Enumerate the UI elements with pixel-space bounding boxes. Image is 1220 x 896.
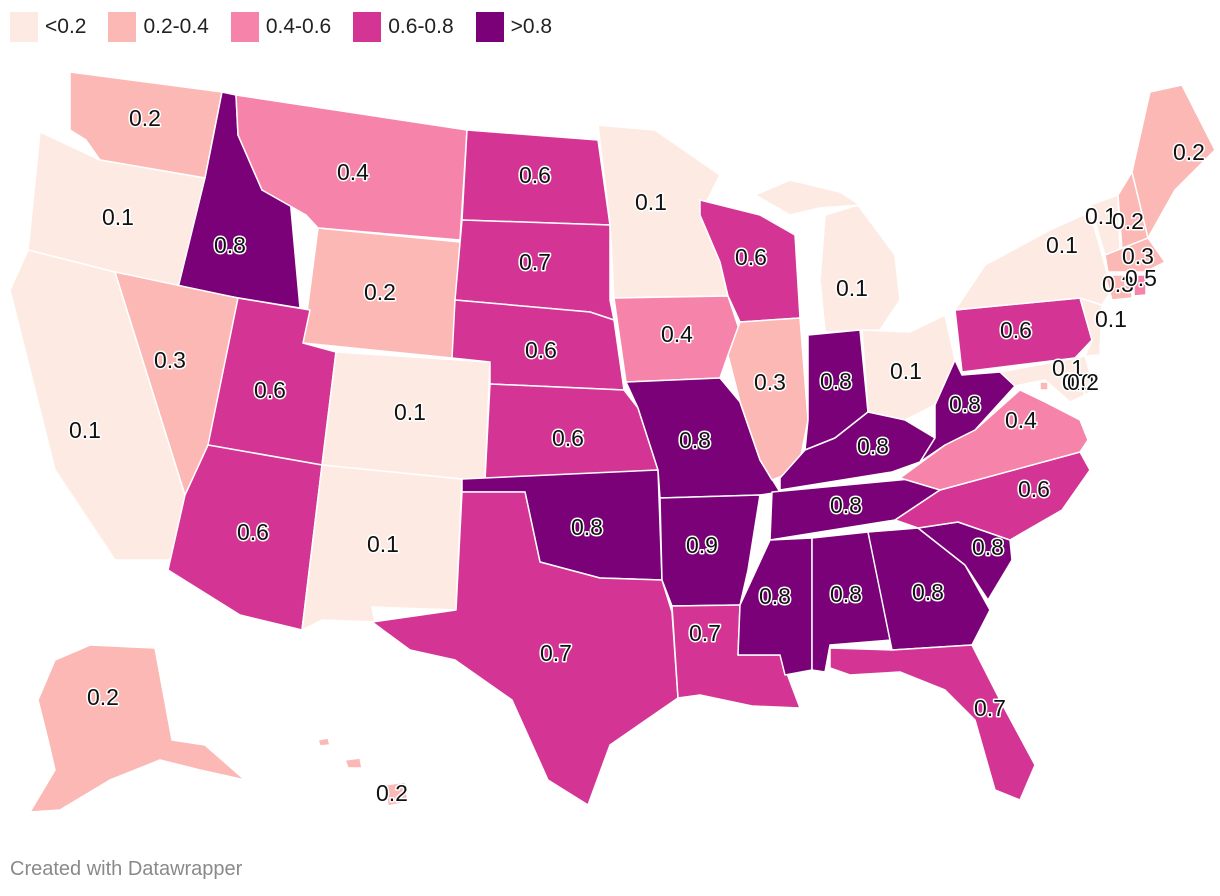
- state-label-VT: 0.1: [1085, 203, 1117, 229]
- state-label-IA: 0.4: [661, 321, 693, 347]
- state-TX[interactable]: [371, 491, 679, 806]
- state-FL[interactable]: [829, 644, 1036, 801]
- state-label-WA: 0.2: [129, 105, 161, 131]
- state-label-GA: 0.8: [912, 579, 944, 605]
- state-MI[interactable]: [754, 179, 901, 333]
- legend: <0.2 0.2-0.4 0.4-0.6 0.6-0.8 >0.8: [10, 10, 552, 44]
- state-KY[interactable]: [779, 411, 936, 491]
- legend-swatch: [230, 12, 259, 42]
- legend-swatch: [353, 12, 382, 42]
- state-label-MA: 0.3: [1122, 243, 1154, 269]
- legend-label: 0.2-0.4: [143, 15, 209, 38]
- state-NY[interactable]: [954, 211, 1113, 311]
- state-label-NM: 0.1: [367, 531, 399, 557]
- state-label-WY: 0.2: [364, 279, 396, 305]
- state-label-AZ: 0.6: [237, 519, 269, 545]
- legend-item-lt02: <0.2: [10, 12, 86, 42]
- state-label-DE: 0.1: [1052, 355, 1084, 381]
- state-label-MI: 0.1: [836, 275, 868, 301]
- state-label-HI: 0.2: [376, 780, 408, 806]
- legend-label: 0.4-0.6: [265, 15, 332, 38]
- state-label-KS: 0.6: [552, 425, 584, 451]
- legend-item-02-04: 0.2-0.4: [108, 12, 209, 42]
- state-CT[interactable]: [1104, 274, 1133, 301]
- legend-item-gt08: >0.8: [475, 12, 553, 42]
- state-label-SD: 0.7: [519, 249, 551, 275]
- legend-label: 0.6-0.8: [388, 15, 454, 38]
- state-label-IL: 0.3: [754, 369, 786, 395]
- state-label-NV: 0.3: [154, 347, 186, 373]
- state-label-ND: 0.6: [519, 162, 551, 188]
- legend-item-06-08: 0.6-0.8: [353, 12, 454, 42]
- state-DE[interactable]: [1074, 355, 1096, 396]
- state-label-TX: 0.7: [540, 640, 572, 666]
- state-label-CT: 0.3: [1102, 271, 1134, 297]
- state-HI[interactable]: [317, 737, 409, 807]
- state-label-MN: 0.1: [635, 189, 667, 215]
- state-shapes: [9, 71, 1216, 813]
- state-label-KY: 0.8: [857, 433, 889, 459]
- state-label-NY: 0.1: [1046, 232, 1078, 258]
- state-label-AR: 0.9: [686, 532, 718, 558]
- state-label-FL: 0.7: [974, 695, 1006, 721]
- state-label-MO: 0.8: [679, 427, 711, 453]
- state-label-SC: 0.8: [972, 534, 1004, 560]
- legend-swatch: [108, 12, 137, 42]
- state-label-OK: 0.8: [571, 514, 603, 540]
- state-label-CA: 0.1: [69, 417, 101, 443]
- state-label-NJ: 0.1: [1095, 306, 1127, 332]
- state-MA[interactable]: [1104, 237, 1166, 273]
- state-DC[interactable]: [1039, 381, 1049, 391]
- state-label-NE: 0.6: [525, 337, 557, 363]
- state-label-RI: 0.5: [1125, 265, 1157, 291]
- state-label-PA: 0.6: [1000, 317, 1032, 343]
- state-label-VA: 0.4: [1005, 407, 1037, 433]
- state-AK[interactable]: [29, 644, 246, 813]
- state-label-NC: 0.6: [1018, 476, 1050, 502]
- state-label-NH: 0.2: [1112, 208, 1144, 234]
- state-label-IN: 0.8: [820, 368, 852, 394]
- state-label-UT: 0.6: [254, 377, 286, 403]
- state-value-labels: 0.20.10.10.80.30.40.20.60.60.10.10.60.70…: [68, 104, 1207, 808]
- state-label-TN: 0.8: [830, 492, 862, 518]
- state-RI[interactable]: [1133, 274, 1147, 297]
- legend-swatch: [10, 12, 38, 42]
- legend-swatch: [475, 12, 504, 42]
- state-label-DC: 0.2: [1067, 369, 1099, 395]
- state-label-MD: 0.0: [1062, 369, 1094, 395]
- legend-item-04-06: 0.4-0.6: [230, 12, 332, 42]
- credit-text: Created with Datawrapper: [10, 858, 243, 880]
- state-label-WI: 0.6: [735, 244, 767, 270]
- state-label-ID: 0.8: [214, 232, 246, 258]
- legend-label: >0.8: [510, 15, 553, 38]
- state-label-AL: 0.8: [830, 581, 862, 607]
- state-label-OR: 0.1: [102, 204, 134, 230]
- state-label-AK: 0.2: [87, 684, 119, 710]
- state-label-MS: 0.8: [759, 583, 791, 609]
- state-label-LA: 0.7: [689, 620, 721, 646]
- state-IL[interactable]: [727, 317, 809, 481]
- state-label-WV: 0.8: [949, 391, 981, 417]
- state-label-MT: 0.4: [337, 159, 369, 185]
- state-WV[interactable]: [919, 359, 1016, 463]
- legend-label: <0.2: [45, 15, 87, 38]
- state-label-CO: 0.1: [394, 399, 426, 425]
- state-label-ME: 0.2: [1173, 139, 1205, 165]
- state-label-OH: 0.1: [890, 358, 922, 384]
